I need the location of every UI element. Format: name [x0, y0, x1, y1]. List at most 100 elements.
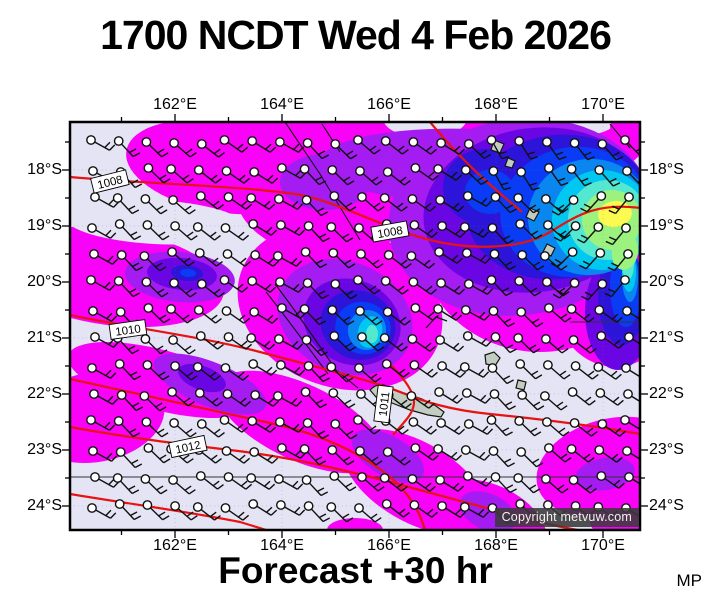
- wind-barb: [594, 305, 623, 323]
- wind-barb: [221, 446, 251, 464]
- wind-barb: [410, 303, 439, 321]
- wind-barb: [407, 334, 436, 352]
- wind-barb: [139, 251, 167, 272]
- precip-contour-level-5: [180, 268, 196, 278]
- wind-barb: [88, 306, 118, 322]
- lat-tick-label-right: 22°S: [649, 385, 684, 402]
- lat-tick-label-left: 21°S: [27, 329, 62, 346]
- wind-barb: [408, 137, 437, 155]
- wind-barb: [486, 275, 513, 297]
- wind-barb: [195, 331, 224, 350]
- wind-barb: [301, 475, 329, 497]
- wind-barb: [435, 335, 465, 352]
- wind-barb: [246, 473, 276, 490]
- wind-barb: [169, 138, 197, 158]
- reef-line: [265, 291, 329, 375]
- wind-barb: [486, 135, 510, 160]
- wind-barb: [461, 388, 492, 404]
- island-vanuatu-2: [504, 157, 516, 169]
- wind-barb: [327, 445, 355, 466]
- isobar-line-unlabeled: [429, 122, 523, 213]
- wind-barb: [620, 135, 640, 156]
- isobar-label-1012: 1012: [168, 434, 208, 459]
- lon-tick-label-top: 168°E: [474, 96, 518, 113]
- lon-tick-label-top: 166°E: [367, 96, 411, 113]
- wind-barb: [553, 221, 581, 242]
- wind-barb: [569, 418, 598, 437]
- wind-barb: [115, 447, 143, 469]
- wind-barb: [167, 387, 195, 407]
- lat-tick-label-left: 18°S: [27, 161, 62, 178]
- wind-barb: [167, 247, 195, 267]
- wind-barb: [86, 135, 116, 151]
- wind-barb: [329, 191, 357, 212]
- wind-barb: [437, 361, 467, 378]
- wind-barb: [581, 279, 608, 301]
- wind-barb: [303, 221, 331, 243]
- wind-barb: [249, 307, 279, 324]
- wind-barb: [566, 304, 595, 323]
- lon-tick-label-top: 162°E: [153, 96, 197, 113]
- wind-barb: [433, 164, 463, 181]
- wind-barb: [551, 195, 579, 216]
- wind-barb: [517, 390, 545, 411]
- reef-line: [284, 122, 361, 241]
- wind-barb: [570, 361, 599, 380]
- wind-barb: [196, 279, 225, 298]
- wind-barb: [221, 166, 251, 184]
- isobar-line-unlabeled: [70, 377, 427, 530]
- wind-barb: [579, 248, 606, 270]
- wind-barb: [437, 221, 467, 238]
- wind-barb: [381, 499, 410, 518]
- wind-barb: [194, 248, 223, 267]
- lon-tick-label-bottom: 162°E: [153, 537, 197, 554]
- wind-barb: [552, 278, 580, 299]
- wind-barb: [597, 419, 626, 437]
- wind-barb: [436, 418, 466, 435]
- wind-barb: [327, 165, 355, 186]
- wind-barb: [300, 247, 328, 269]
- wind-barb: [87, 363, 117, 379]
- wind-barb: [140, 474, 168, 495]
- precip-contour-level-1: [610, 122, 640, 141]
- wind-barb: [272, 391, 303, 407]
- wind-barb: [249, 167, 279, 184]
- wind-barb: [113, 276, 141, 298]
- wind-barb: [516, 307, 544, 328]
- wind-barb: [566, 164, 592, 187]
- wind-barb: [568, 475, 597, 494]
- wind-barb: [220, 223, 250, 241]
- wind-barb: [568, 335, 597, 354]
- wind-barb: [275, 500, 306, 516]
- wind-barb: [222, 389, 252, 407]
- wind-barb: [514, 136, 538, 160]
- wind-barb: [516, 167, 540, 191]
- wind-barb: [299, 444, 327, 466]
- svg-text:1012: 1012: [174, 439, 202, 456]
- wind-barb: [459, 222, 490, 238]
- wind-barb: [303, 501, 331, 523]
- wind-barb: [608, 192, 634, 215]
- wind-barb: [517, 250, 545, 271]
- lon-tick-label-bottom: 168°E: [474, 537, 518, 554]
- wind-barb: [516, 447, 544, 468]
- wind-barb: [488, 446, 515, 468]
- map-border: [68, 120, 642, 532]
- wind-barb: [276, 303, 307, 319]
- wind-barb: [463, 279, 494, 295]
- wind-barb: [380, 136, 409, 155]
- wind-barb: [459, 362, 490, 378]
- wind-barb: [302, 138, 330, 160]
- wind-barb: [353, 135, 381, 155]
- wind-barb: [142, 500, 170, 521]
- wind-barb: [114, 219, 142, 241]
- wind-barb: [433, 444, 463, 461]
- wind-barb: [330, 279, 358, 300]
- wind-barb: [196, 139, 225, 158]
- wind-barb: [272, 251, 303, 267]
- wind-barb: [112, 193, 140, 215]
- lon-tick-label-bottom: 166°E: [367, 537, 411, 554]
- wind-barb: [604, 275, 630, 298]
- wind-barb: [356, 249, 384, 269]
- wind-barb: [194, 388, 223, 407]
